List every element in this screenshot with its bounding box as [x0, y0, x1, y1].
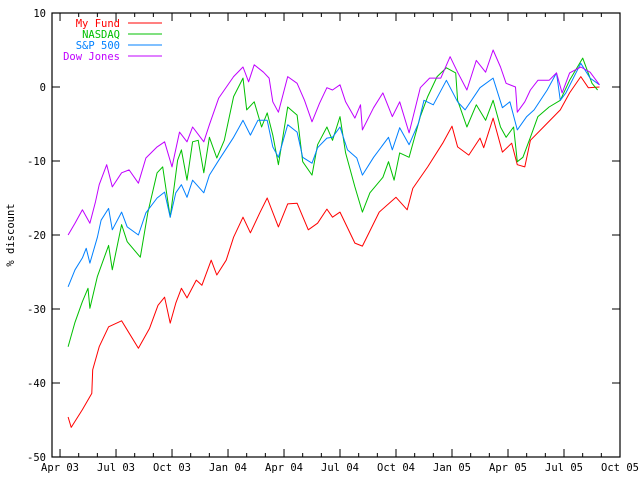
y-tick-label: 10	[33, 8, 46, 20]
y-tick-label: -50	[27, 452, 46, 464]
x-tick-label: Jan 05	[433, 462, 471, 474]
plot-frame	[51, 12, 621, 458]
y-tick-label: -20	[27, 230, 46, 242]
series-line-nasdaq	[67, 57, 598, 347]
y-tick-label: -10	[27, 156, 46, 168]
x-tick-label: Oct 03	[153, 462, 191, 474]
y-tick-label: -30	[27, 304, 46, 316]
x-tick-label: Apr 05	[489, 462, 527, 474]
legend-label-s-p-500: S&P 500	[76, 40, 120, 52]
series-line-my-fund	[67, 76, 600, 428]
x-tick-label: Apr 03	[41, 462, 79, 474]
y-tick-label: 0	[40, 82, 46, 94]
y-tick-label: -40	[27, 378, 46, 390]
x-tick-label: Jul 05	[545, 462, 583, 474]
legend-label-nasdaq: NASDAQ	[82, 29, 120, 41]
x-tick-label: Oct 05	[601, 462, 639, 474]
x-tick-label: Jul 04	[321, 462, 359, 474]
series-line-dow-jones	[67, 49, 600, 236]
x-tick-label: Jan 04	[209, 462, 247, 474]
series-line-s-p-500	[67, 62, 600, 287]
series-lines	[67, 49, 600, 428]
axis-ticks: Apr 03 Jul 03 Oct 03 Jan 04 Apr 04 Jul 04 Oct …	[27, 8, 639, 474]
legend-label-my-fund: My Fund	[76, 18, 120, 30]
y-axis-label: % discount	[5, 203, 17, 266]
x-tick-label: Oct 04	[377, 462, 415, 474]
legend-label-dow-jones: Dow Jones	[63, 51, 120, 63]
x-tick-label: Apr 04	[265, 462, 303, 474]
x-tick-label: Jul 03	[97, 462, 135, 474]
